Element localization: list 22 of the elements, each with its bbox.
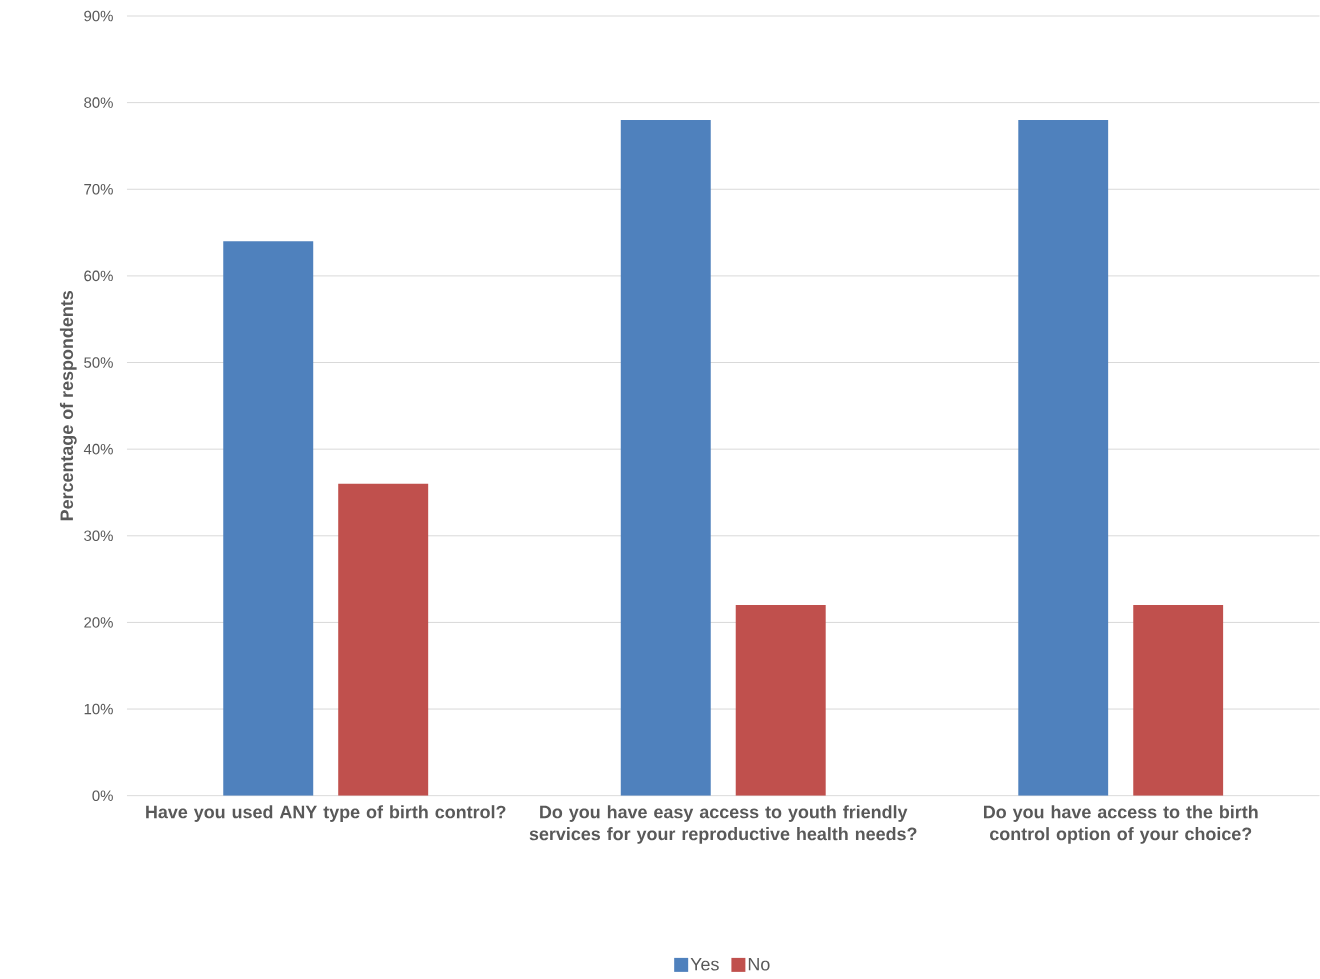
y-tick-label: 10% [84,703,113,715]
y-axis-title: Percentage of respondents [59,291,77,521]
y-tick-label: 20% [84,617,113,628]
bar [338,484,429,796]
legend-label: No [748,958,770,971]
legend-label: Yes [690,958,719,971]
bar [620,120,711,796]
bar [735,605,826,796]
y-tick-label: 40% [83,444,113,455]
x-tick-label: Have you used ANY type of birth control? [146,805,506,823]
y-tick-label: 90% [84,10,113,22]
bar [223,241,314,796]
y-tick-label: 70% [84,184,113,195]
y-tick-label: 30% [84,530,113,542]
y-tick-label: 0% [92,790,113,802]
y-tick-label: 60% [84,270,113,282]
x-tick-label: Do you have access to the birth control option of your choice? [983,805,1258,845]
x-tick-label: Do you have easy access to youth friendly services for your reproductive health needs? [529,805,917,845]
y-tick-label: 80% [84,97,113,109]
y-tick-label: 50% [84,357,113,368]
bar [1133,605,1224,796]
bar [1018,120,1109,796]
